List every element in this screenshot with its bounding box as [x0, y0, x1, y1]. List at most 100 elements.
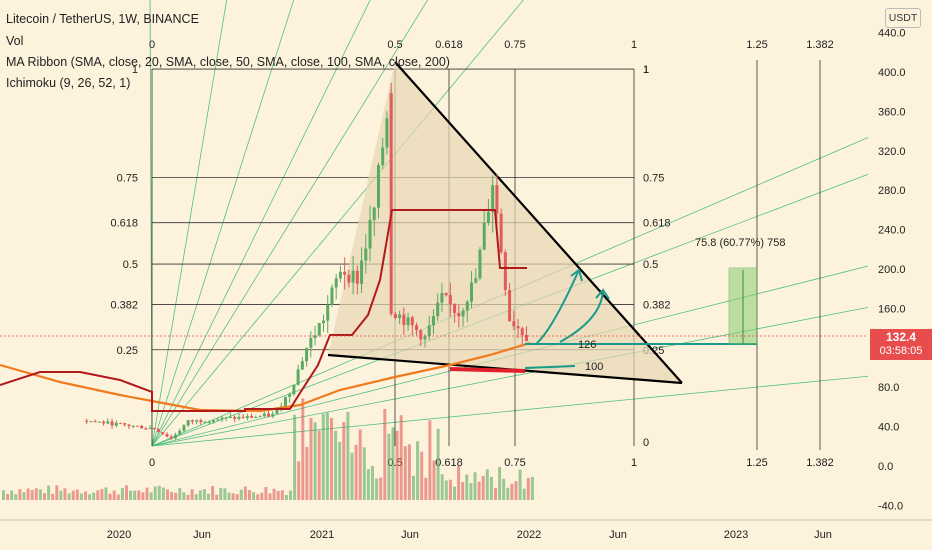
- volume-bar: [161, 487, 165, 500]
- volume-bar: [444, 480, 448, 500]
- time-axis-tick: 2022: [517, 529, 541, 541]
- candle-body: [512, 321, 516, 327]
- candle-body: [474, 278, 478, 283]
- volume-bar: [129, 490, 133, 500]
- candle-body: [186, 420, 190, 426]
- volume-bar: [530, 476, 534, 500]
- volume-bar: [125, 485, 128, 500]
- volume-bar: [514, 481, 518, 500]
- candle-body: [262, 413, 266, 417]
- candle-body: [470, 282, 474, 302]
- volume-bar: [268, 493, 272, 500]
- fan-line-1: [151, 0, 295, 447]
- volume-bar: [432, 460, 436, 500]
- volume-bar: [153, 486, 157, 500]
- volume-bar: [485, 469, 489, 500]
- ma-ribbon-indicator-label[interactable]: MA Ribbon (SMA, close, 20, SMA, close, 5…: [6, 55, 450, 69]
- fib-time-label-bottom: 0.5: [387, 457, 402, 469]
- fib-time-label-bottom: 1.382: [806, 457, 834, 469]
- candle-body: [448, 295, 452, 304]
- volume-bar: [6, 493, 10, 500]
- candle-body: [419, 330, 423, 340]
- candle-body: [317, 323, 321, 336]
- candle-body: [190, 420, 194, 422]
- candle-body: [486, 211, 490, 223]
- volume-bar: [38, 489, 42, 500]
- volume-bar: [227, 492, 231, 500]
- candle-body: [415, 325, 419, 331]
- fan-line-9: [151, 369, 932, 447]
- volume-bar: [469, 483, 473, 500]
- fib-level-label-right: 0.5: [643, 259, 658, 271]
- candle-body: [275, 407, 279, 414]
- volume-bar: [202, 489, 206, 500]
- volume-bar: [502, 478, 506, 500]
- volume-bar: [424, 477, 428, 500]
- candle-body: [360, 260, 364, 284]
- projection-arrow-2: [595, 288, 610, 300]
- volume-bar: [428, 420, 432, 500]
- vol-indicator-label[interactable]: Vol: [6, 34, 24, 48]
- volume-bar: [407, 444, 411, 500]
- volume-bar: [141, 492, 145, 500]
- ichimoku-indicator-label[interactable]: Ichimoku (9, 26, 52, 1): [6, 76, 131, 90]
- time-axis-tick: Jun: [609, 529, 627, 541]
- volume-bar: [67, 493, 71, 500]
- candle-body: [398, 314, 402, 319]
- volume-bar: [174, 492, 178, 500]
- candle-body: [102, 421, 106, 424]
- candle-body: [131, 425, 135, 427]
- fib-level-label-right: 0: [643, 437, 649, 449]
- price-axis-tick: 240.0: [878, 225, 906, 237]
- candle-body: [140, 425, 144, 429]
- volume-bar: [522, 488, 526, 500]
- volume-bar: [264, 487, 268, 500]
- candle-body: [305, 347, 309, 362]
- volume-bar: [354, 444, 358, 500]
- volume-bar: [239, 489, 243, 500]
- candle-body: [372, 207, 376, 220]
- candle-body: [237, 416, 241, 419]
- volume-bar: [178, 488, 182, 500]
- volume-bar: [10, 490, 14, 500]
- time-axis-tick: Jun: [401, 529, 419, 541]
- volume-bar: [293, 414, 297, 500]
- volume-bar: [453, 486, 456, 500]
- volume-bar: [252, 492, 256, 500]
- candle-body: [258, 416, 262, 418]
- volume-bar: [494, 487, 497, 500]
- candle-body: [385, 118, 389, 148]
- price-axis-tick: 360.0: [878, 106, 906, 118]
- candle-body: [165, 433, 169, 437]
- fib-level-label-left: 0.618: [110, 218, 138, 230]
- fib-level-label-left: 0.75: [117, 172, 138, 184]
- volume-bar: [317, 430, 321, 500]
- volume-bar: [215, 494, 219, 500]
- volume-bar: [63, 488, 67, 500]
- fib-time-label-top: 1: [631, 39, 637, 51]
- volume-bar: [301, 398, 305, 500]
- volume-bar: [186, 494, 190, 500]
- volume-bar: [510, 483, 514, 500]
- fib-level-label-left: 0.25: [117, 345, 138, 357]
- candle-body: [364, 248, 368, 261]
- candle-body: [114, 422, 118, 426]
- volume-bar: [448, 479, 452, 500]
- fib-time-label-top: 0.75: [504, 39, 525, 51]
- fib-time-label-top: 0: [149, 39, 155, 51]
- volume-bar: [379, 477, 383, 500]
- volume-bar: [489, 476, 493, 500]
- fib-time-label-bottom: 0.75: [504, 457, 525, 469]
- volume-bar: [108, 493, 112, 500]
- candle-body: [309, 338, 313, 348]
- volume-bar: [190, 489, 194, 500]
- volume-bar: [26, 488, 30, 500]
- candle-body: [347, 274, 351, 283]
- price-axis-tick: 440.0: [878, 28, 906, 40]
- currency-button[interactable]: USDT: [885, 8, 921, 28]
- annotation-label-100: 100: [585, 361, 603, 373]
- volume-bar: [334, 430, 338, 500]
- chart-title: Litecoin / TetherUS, 1W, BINANCE: [6, 12, 199, 26]
- volume-bar: [96, 490, 100, 500]
